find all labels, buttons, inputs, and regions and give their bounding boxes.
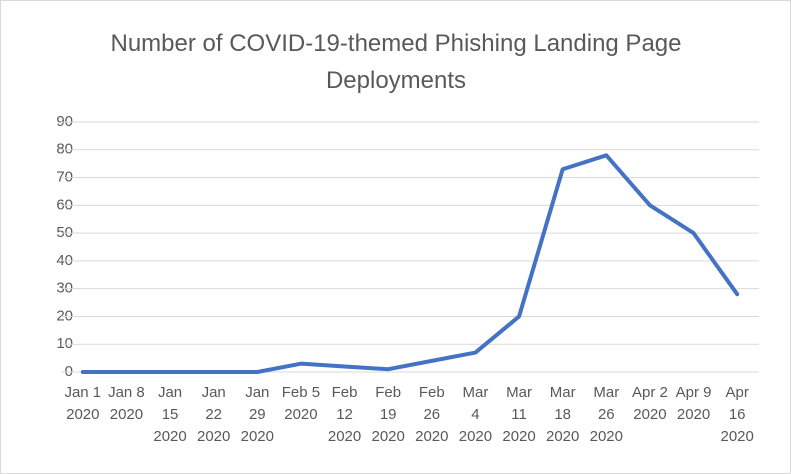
y-tick-label: 40 [56, 252, 73, 269]
data-line [80, 153, 740, 374]
x-tick-label: Jan 8 2020 [108, 384, 145, 423]
x-tick-label: Jan 15 2020 [153, 384, 187, 445]
x-tick-label: Mar 4 2020 [458, 384, 493, 445]
y-tick-label: 50 [56, 224, 73, 241]
y-tick-label: 70 [56, 169, 73, 186]
y-tick-label: 10 [56, 335, 73, 352]
x-tick-label: Feb 5 2020 [281, 384, 321, 423]
x-tick-label: Feb 19 2020 [371, 384, 405, 445]
x-tick-label: Apr 9 2020 [675, 384, 712, 423]
y-tick-label: 0 [65, 363, 73, 380]
x-tick-label: Jan 22 2020 [197, 384, 231, 445]
y-tick-label: 30 [56, 280, 73, 297]
x-tick-label: Mar 26 2020 [589, 384, 623, 445]
y-tick-label: 80 [56, 141, 73, 158]
x-tick-label: Feb 12 2020 [327, 384, 362, 445]
x-tick-label: Jan 1 2020 [64, 384, 102, 423]
x-tick-label: Apr 2 2020 [632, 384, 668, 423]
x-tick-label: Mar 11 2020 [502, 384, 536, 445]
x-tick-label: Mar 18 2020 [546, 384, 580, 445]
y-tick-label: 60 [56, 196, 73, 213]
x-tick-label: Jan 29 2020 [240, 384, 274, 445]
x-tick-label: Feb 26 2020 [415, 384, 449, 445]
chart-title: Number of COVID-19-themed Phishing Landi… [110, 30, 682, 94]
y-tick-label: 90 [56, 113, 73, 130]
y-tick-label: 20 [56, 307, 73, 324]
x-tick-label: Apr 16 2020 [720, 384, 754, 445]
